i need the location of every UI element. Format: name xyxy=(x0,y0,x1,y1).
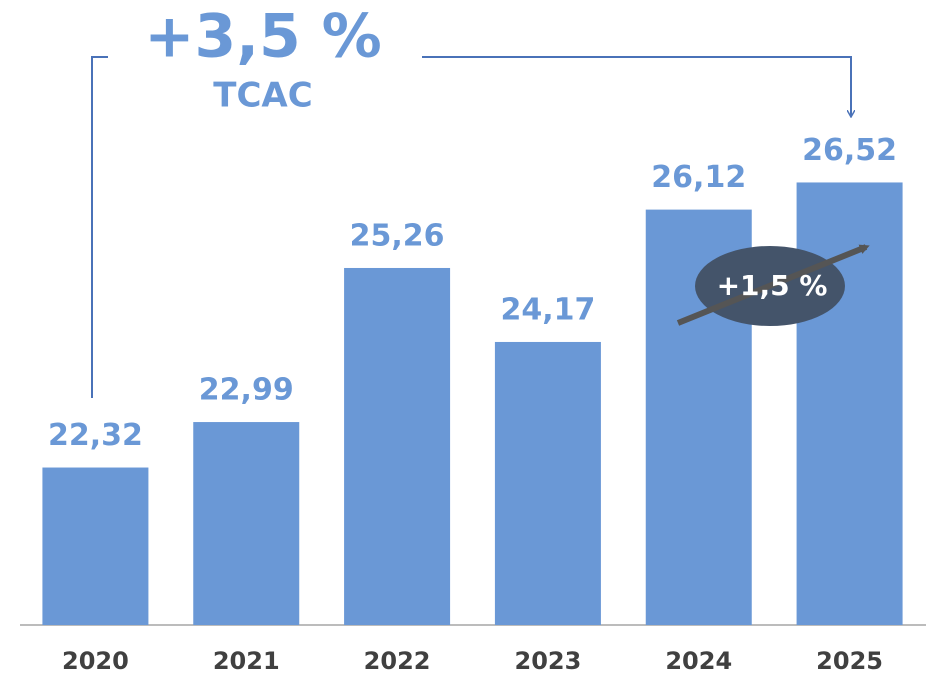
x-tick-label: 2021 xyxy=(213,647,280,673)
x-tick-label: 2024 xyxy=(665,647,732,673)
x-tick-label: 2020 xyxy=(62,647,129,673)
badge-arrow xyxy=(676,244,870,326)
bar xyxy=(42,467,149,625)
cagr-arrow xyxy=(422,56,851,116)
value-label: 25,26 xyxy=(350,218,445,253)
growth-badge: +1,5 % xyxy=(676,244,870,326)
x-tick-label: 2022 xyxy=(364,647,431,673)
value-label: 26,52 xyxy=(802,133,897,168)
bar xyxy=(494,341,601,625)
value-label: 22,32 xyxy=(48,418,143,453)
bar xyxy=(344,267,451,625)
cagr-bracket xyxy=(91,56,108,398)
x-tick-label: 2025 xyxy=(816,647,883,673)
value-label: 22,99 xyxy=(199,373,294,408)
value-label: 26,12 xyxy=(651,160,746,195)
bar xyxy=(193,422,300,625)
bar xyxy=(796,182,903,625)
cagr-label: TCAC xyxy=(213,76,312,116)
value-label: 24,17 xyxy=(500,292,595,327)
badge-label: +1,5 % xyxy=(717,269,828,302)
cagr-value: +3,5 % xyxy=(144,2,382,72)
x-tick-label: 2023 xyxy=(515,647,582,673)
